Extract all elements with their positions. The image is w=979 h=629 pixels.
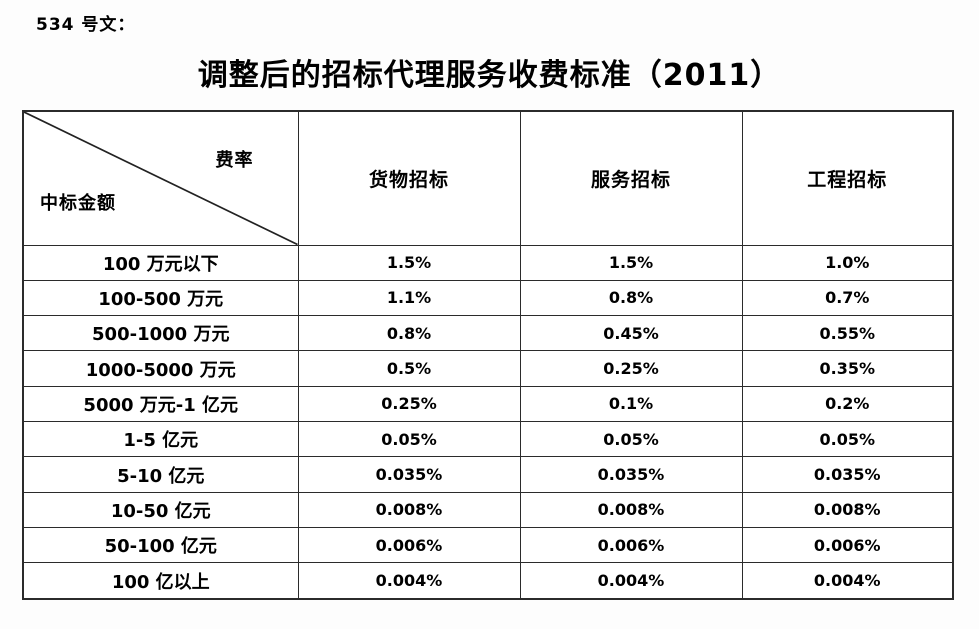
corner-label-bid-amount: 中标金额 (40, 192, 116, 214)
row-label-amount-range: 500-1000 万元 (22, 315, 299, 352)
table-row: 5-10 亿元 0.035% 0.035% 0.035% (22, 456, 954, 493)
rate-value-service: 0.006% (519, 527, 743, 564)
table-row: 100 万元以下 1.5% 1.5% 1.0% (22, 244, 954, 281)
rate-value-service: 0.008% (519, 491, 743, 529)
page-title: 调整后的招标代理服务收费标准（2011） (197, 58, 782, 93)
table-row: 1000-5000 万元 0.5% 0.25% 0.35% (22, 350, 954, 387)
rate-value-service: 0.1% (519, 385, 743, 423)
table-header-row: 费率 中标金额 货物招标 服务招标 工程招标 (22, 110, 954, 246)
rate-value-engineering: 0.35% (741, 350, 954, 387)
rate-value-goods: 0.25% (297, 385, 521, 423)
rate-value-engineering: 0.008% (741, 491, 954, 529)
rate-value-goods: 1.5% (297, 244, 521, 281)
row-label-amount-range: 5-10 亿元 (22, 456, 299, 493)
rate-value-engineering: 1.0% (741, 244, 954, 281)
rate-value-engineering: 0.035% (741, 456, 954, 493)
rate-value-goods: 0.05% (297, 421, 521, 458)
table-row: 10-50 亿元 0.008% 0.008% 0.008% (22, 491, 954, 529)
rate-value-service: 1.5% (519, 244, 743, 281)
table-row: 100 亿以上 0.004% 0.004% 0.004% (22, 562, 954, 600)
rate-value-engineering: 0.05% (741, 421, 954, 458)
rate-value-service: 0.035% (519, 456, 743, 493)
row-label-amount-range: 50-100 亿元 (22, 527, 299, 564)
rate-value-service: 0.05% (519, 421, 743, 458)
rate-value-engineering: 0.006% (741, 527, 954, 564)
row-label-amount-range: 100-500 万元 (22, 279, 299, 317)
table-row: 5000 万元-1 亿元 0.25% 0.1% 0.2% (22, 385, 954, 423)
corner-header-cell: 费率 中标金额 (22, 110, 299, 246)
document-number-label: 534 号文： (36, 15, 136, 35)
row-label-amount-range: 100 亿以上 (22, 562, 299, 600)
rate-value-engineering: 0.004% (741, 562, 954, 600)
rate-value-goods: 0.008% (297, 491, 521, 529)
rate-value-goods: 0.5% (297, 350, 521, 387)
rate-value-engineering: 0.55% (741, 315, 954, 352)
diagonal-divider-line (24, 112, 298, 245)
rate-value-service: 0.004% (519, 562, 743, 600)
table-row: 100-500 万元 1.1% 0.8% 0.7% (22, 279, 954, 317)
rate-value-goods: 0.8% (297, 315, 521, 352)
column-header-engineering-bidding: 工程招标 (741, 110, 954, 246)
rate-value-goods: 0.006% (297, 527, 521, 564)
rate-value-goods: 0.035% (297, 456, 521, 493)
row-label-amount-range: 5000 万元-1 亿元 (22, 385, 299, 423)
rate-value-service: 0.8% (519, 279, 743, 317)
row-label-amount-range: 10-50 亿元 (22, 491, 299, 529)
column-header-service-bidding: 服务招标 (519, 110, 743, 246)
fee-table-body: 100 万元以下 1.5% 1.5% 1.0% 100-500 万元 1.1% … (22, 244, 954, 600)
row-label-amount-range: 1000-5000 万元 (22, 350, 299, 387)
row-label-amount-range: 100 万元以下 (22, 244, 299, 281)
rate-value-engineering: 0.7% (741, 279, 954, 317)
rate-value-engineering: 0.2% (741, 385, 954, 423)
row-label-amount-range: 1-5 亿元 (22, 421, 299, 458)
table-row: 500-1000 万元 0.8% 0.45% 0.55% (22, 315, 954, 352)
rate-value-goods: 1.1% (297, 279, 521, 317)
rate-value-service: 0.45% (519, 315, 743, 352)
fee-rate-table: 费率 中标金额 货物招标 服务招标 工程招标 100 万元以下 1.5% 1.5… (22, 110, 954, 600)
rate-value-goods: 0.004% (297, 562, 521, 600)
rate-value-service: 0.25% (519, 350, 743, 387)
column-header-goods-bidding: 货物招标 (297, 110, 521, 246)
corner-label-rate: 费率 (215, 150, 254, 171)
table-row: 1-5 亿元 0.05% 0.05% 0.05% (22, 421, 954, 458)
table-row: 50-100 亿元 0.006% 0.006% 0.006% (22, 527, 954, 564)
